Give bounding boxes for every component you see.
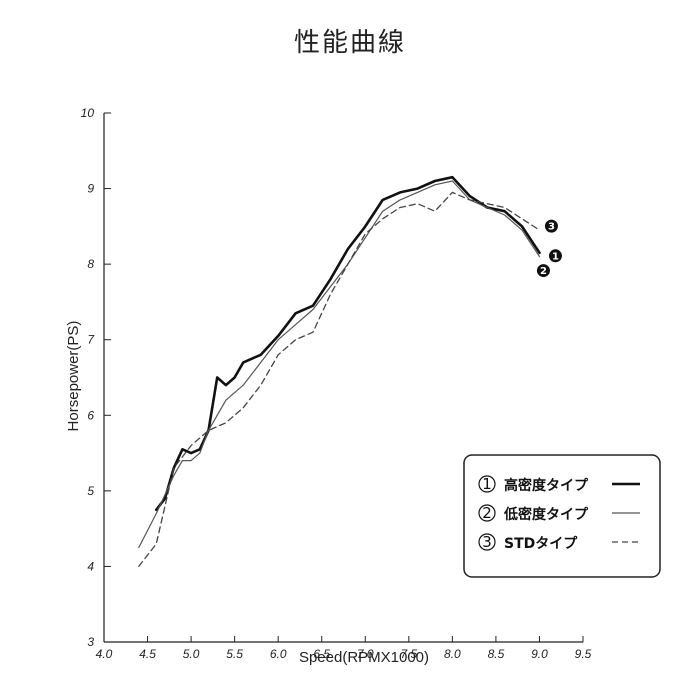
y-tick-label: 4 — [87, 559, 94, 573]
x-tick-label: 6.5 — [313, 647, 330, 661]
y-tick-label: 5 — [87, 484, 94, 498]
series-end-marker-text: 2 — [540, 266, 547, 277]
legend-number: 3 — [482, 533, 492, 551]
y-tick-label: 8 — [87, 257, 94, 271]
x-tick-label: 7.5 — [400, 647, 417, 661]
x-tick-label: 4.5 — [139, 647, 156, 661]
series-layer — [138, 175, 541, 568]
legend-box — [463, 454, 661, 578]
x-tick-label: 9.0 — [531, 647, 548, 661]
axes — [103, 112, 584, 643]
x-tick-label: 8.5 — [488, 647, 505, 661]
series-end-marker-2: 2 — [536, 264, 550, 278]
series-end-marker-circle — [536, 264, 550, 278]
series-end-marker-1: 1 — [548, 249, 562, 263]
x-tick-label: 4.0 — [96, 647, 113, 661]
x-tick-label: 8.0 — [444, 647, 461, 661]
series-end-marker-text: 3 — [548, 222, 555, 233]
x-tick-label: 9.5 — [575, 647, 592, 661]
x-axis-label: Speed(RPMX1000) — [299, 649, 429, 666]
legend-number-circle — [478, 533, 496, 551]
x-tick-label: 7.0 — [357, 647, 374, 661]
y-tick-label: 10 — [81, 106, 95, 120]
legend-number-circle — [478, 504, 496, 522]
legend: 1 高密度タイプ 2 低密度タイプ 3 STDタイプ — [463, 454, 661, 578]
legend-item-1: 1 高密度タイプ — [478, 475, 640, 494]
legend-item-3: 3 STDタイプ — [478, 533, 640, 552]
series-end-marker-3: 3 — [544, 219, 558, 233]
series-end-marker-text: 1 — [552, 251, 559, 262]
y-tick-label: 9 — [87, 182, 94, 196]
legend-label: 低密度タイプ — [503, 506, 589, 523]
legend-item-2: 2 低密度タイプ — [478, 504, 640, 523]
y-axis-label: Horsepower(PS) — [65, 321, 82, 432]
series-line-3 — [138, 191, 541, 568]
legend-label: STDタイプ — [504, 536, 578, 552]
legend-number: 2 — [482, 504, 492, 522]
series-end-marker-circle — [548, 249, 562, 263]
x-tick-label: 5.5 — [226, 647, 243, 661]
chart-title: 性能曲線 — [293, 28, 406, 58]
legend-number: 1 — [482, 475, 492, 493]
tick-labels: 4.0 4.5 5.0 5.5 6.0 6.5 7.0 7.5 8.0 8.5 9.0 9.5 3 4 5 6… — [81, 106, 592, 661]
x-tick-label: 6.0 — [270, 647, 287, 661]
legend-number-circle — [478, 475, 496, 493]
series-line-2 — [138, 180, 541, 549]
legend-label: 高密度タイプ — [504, 477, 589, 494]
x-tick-label: 5.0 — [183, 647, 200, 661]
series-end-markers: 12 3 — [536, 219, 562, 278]
y-tick-label: 6 — [87, 408, 94, 422]
series-line-1 — [155, 175, 541, 512]
y-tick-label: 7 — [87, 333, 95, 347]
series-end-marker-circle — [544, 219, 558, 233]
y-tick-label: 3 — [87, 635, 94, 649]
